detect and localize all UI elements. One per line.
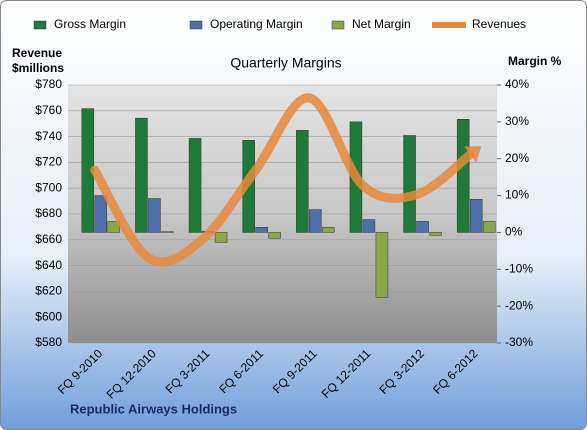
y2-tick-label: -10% (505, 261, 533, 275)
legend-label: Operating Margin (210, 17, 303, 31)
y2-axis-label: Margin % (508, 54, 562, 68)
y2-tick-label: 0% (505, 225, 523, 239)
bar (94, 195, 108, 233)
annotation: Republic Airways Holdings (70, 401, 237, 416)
chart-title: Quarterly Margins (230, 55, 341, 71)
bar (135, 117, 148, 233)
bar (322, 227, 335, 233)
bar (296, 130, 309, 233)
line (90, 93, 475, 267)
bar (214, 232, 228, 243)
legend-label: Net Margin (352, 17, 411, 31)
y-tick-label: $760 (35, 103, 62, 117)
bar (255, 227, 268, 233)
y-tick-label: $600 (35, 309, 62, 323)
legend-label: Gross Margin (54, 17, 126, 31)
y2-tick-label: -20% (505, 298, 533, 312)
bar (469, 199, 483, 233)
bar (403, 135, 416, 233)
y2-tick-label: 10% (505, 188, 529, 202)
bar (416, 221, 429, 233)
y-tick-label: $660 (35, 232, 62, 246)
y-tick-label: $680 (35, 206, 62, 220)
bar (456, 119, 470, 233)
legend-label: Revenues (472, 17, 526, 31)
legend-swatch (331, 20, 345, 30)
y-tick-label: $620 (35, 284, 62, 298)
y-tick-label: $720 (35, 155, 62, 169)
bar (148, 198, 161, 233)
y-tick-label: $780 (35, 77, 62, 91)
bar (429, 232, 442, 236)
bar (362, 219, 376, 233)
y-tick-label: $580 (35, 335, 62, 349)
y-tick-label: $740 (35, 129, 62, 143)
y2-tick-label: 30% (505, 114, 529, 128)
y-tick-label: $700 (35, 180, 62, 194)
line-arrowhead (464, 146, 482, 163)
y-axis-label: Revenue (12, 46, 62, 60)
y2-tick-label: 20% (505, 151, 529, 165)
bar (375, 232, 389, 298)
bar (268, 232, 281, 239)
legend-swatch (33, 20, 47, 30)
y-axis-label: $millions (12, 61, 64, 75)
y-tick-label: $640 (35, 258, 62, 272)
y2-tick-label: -30% (505, 335, 533, 349)
bar (482, 221, 496, 233)
legend-swatch (189, 20, 203, 30)
bar (161, 231, 174, 233)
bar (309, 209, 322, 233)
bar (188, 138, 202, 233)
y2-tick-label: 40% (505, 77, 529, 91)
